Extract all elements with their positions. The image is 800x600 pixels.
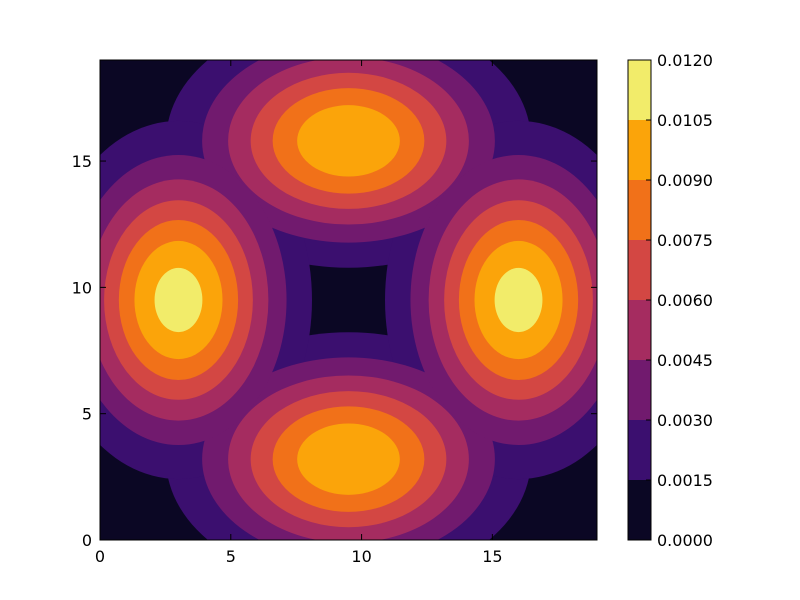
y-axis: 0 5 10 15 xyxy=(72,152,597,550)
colorbar-segment xyxy=(628,60,651,120)
colorbar-tick-label: 0.0030 xyxy=(657,411,713,430)
colorbar-tick-label: 0.0015 xyxy=(657,471,713,490)
x-tick-label: 15 xyxy=(482,547,502,566)
colorbar-segment xyxy=(628,180,651,240)
y-tick-label: 15 xyxy=(72,152,92,171)
colorbar-tick-label: 0.0060 xyxy=(657,291,713,310)
contour-band-left-7 xyxy=(154,267,203,333)
plot-frame xyxy=(99,59,598,541)
colorbar-segment xyxy=(628,240,651,300)
colorbar-segment xyxy=(628,120,651,180)
contour-band-right-7 xyxy=(494,267,543,333)
colorbar-tick-label: 0.0000 xyxy=(657,531,713,550)
y-tick-label: 0 xyxy=(82,531,92,550)
colorbar-tick-label: 0.0045 xyxy=(657,351,713,370)
y-tick-label: 10 xyxy=(72,278,92,297)
contour-band-bottom-6 xyxy=(297,423,400,495)
colorbar-segment xyxy=(628,300,651,360)
colorbar-segment xyxy=(628,360,651,420)
colorbar-segment xyxy=(628,420,651,480)
colorbar-tick-label: 0.0120 xyxy=(657,51,713,70)
colorbar-tick-label: 0.0090 xyxy=(657,171,713,190)
x-tick-label: 5 xyxy=(226,547,236,566)
x-tick-label: 0 xyxy=(95,547,105,566)
colorbar-tick-label: 0.0105 xyxy=(657,111,713,130)
x-axis: 0 5 10 15 xyxy=(95,60,503,566)
y-tick-label: 5 xyxy=(82,405,92,424)
x-tick-label: 10 xyxy=(351,547,371,566)
colorbar: 0.0000 0.0015 0.0030 0.0045 0.0060 0.0075 0.00… xyxy=(627,51,713,550)
colorbar-segment xyxy=(628,480,651,540)
contour-fills xyxy=(100,60,597,540)
contour-band-top-6 xyxy=(297,105,400,177)
colorbar-tick-label: 0.0075 xyxy=(657,231,713,250)
